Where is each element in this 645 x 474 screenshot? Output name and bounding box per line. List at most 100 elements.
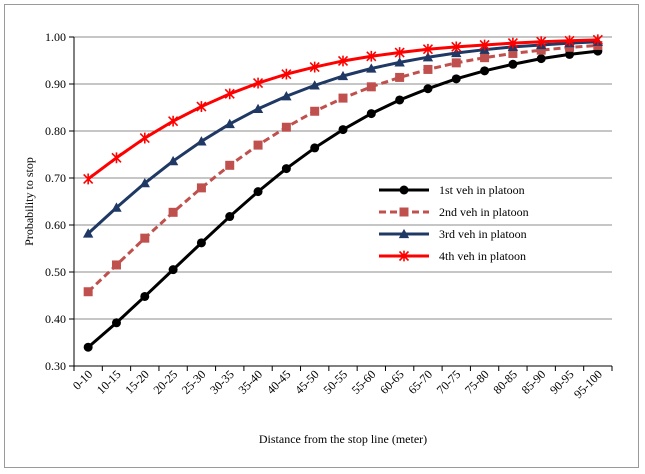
legend-item: 1st veh in platoon	[379, 183, 525, 197]
series-4	[83, 34, 603, 185]
x-tick-label: 15-20	[122, 367, 152, 397]
x-tick-label: 75-80	[462, 367, 492, 397]
data-point	[196, 101, 207, 112]
x-tick-label: 70-75	[434, 367, 464, 397]
legend-label: 1st veh in platoon	[439, 183, 525, 197]
data-point	[196, 183, 206, 193]
y-tick-labels: 0.30 0.40 0.50 0.60 0.70 0.80 0.90 1.00	[45, 30, 66, 373]
y-tick-label: 0.90	[45, 77, 66, 91]
grid-lines	[69, 36, 613, 371]
data-point	[224, 88, 235, 100]
data-point	[399, 207, 409, 217]
y-tick-label: 1.00	[45, 30, 66, 44]
data-point	[395, 72, 405, 82]
data-point	[224, 118, 235, 129]
data-point	[309, 61, 320, 73]
data-point	[394, 47, 405, 58]
series-group	[82, 34, 604, 352]
data-point	[252, 77, 264, 89]
data-point	[83, 173, 94, 185]
data-point	[310, 143, 320, 153]
data-point	[111, 152, 122, 164]
legend-item: 4th veh in platoon	[379, 249, 526, 263]
x-tick-label: 65-70	[405, 367, 435, 397]
series-1	[83, 46, 603, 352]
data-point	[225, 160, 235, 170]
y-tick-label: 0.30	[45, 359, 66, 373]
y-tick-label: 0.70	[45, 171, 66, 185]
data-point	[366, 82, 376, 92]
data-point	[252, 103, 264, 114]
x-tick-label: 60-65	[377, 367, 407, 397]
data-point	[480, 53, 490, 63]
legend-label: 4th veh in platoon	[439, 249, 526, 263]
data-point	[451, 41, 462, 53]
data-point	[168, 207, 178, 217]
legend-item: 2nd veh in platoon	[379, 205, 529, 219]
data-point	[366, 50, 377, 62]
data-point	[111, 318, 121, 328]
data-point	[423, 64, 433, 74]
data-point	[338, 93, 348, 103]
legend-label: 3rd veh in platoon	[439, 227, 527, 241]
data-point	[281, 122, 291, 132]
x-tick-label: 35-40	[235, 367, 265, 397]
data-point	[281, 91, 292, 101]
data-point	[139, 177, 150, 188]
data-point	[83, 342, 93, 352]
data-point	[394, 57, 405, 67]
data-point	[565, 49, 575, 59]
data-point	[422, 43, 434, 55]
x-tick-label: 80-85	[490, 367, 520, 397]
data-point	[398, 250, 410, 262]
data-point	[309, 80, 320, 90]
data-point	[196, 238, 206, 248]
data-point	[395, 95, 405, 105]
x-tick-labels: 0-1010-1515-2020-2525-3030-3535-4040-454…	[70, 367, 605, 401]
data-point	[479, 39, 490, 51]
x-tick-label: 95-100	[571, 367, 605, 401]
data-point	[366, 109, 376, 119]
x-tick-label: 40-45	[264, 367, 294, 397]
data-point	[253, 140, 263, 150]
data-point	[338, 125, 348, 135]
chart-frame: 0.30 0.40 0.50 0.60 0.70 0.80 0.90 1.00 0-10 10-…	[4, 4, 639, 468]
data-point	[337, 55, 349, 67]
y-tick-label: 0.80	[45, 124, 66, 138]
data-point	[451, 47, 462, 58]
data-point	[398, 228, 410, 239]
legend-item: 3rd veh in platoon	[379, 227, 527, 241]
y-tick-label: 0.60	[45, 218, 66, 232]
data-point	[480, 66, 490, 76]
data-point	[253, 187, 263, 197]
data-point	[140, 233, 150, 243]
y-axis-title: Probability to stop	[22, 157, 36, 246]
data-point	[281, 68, 292, 80]
data-point	[281, 164, 291, 174]
y-tick-label: 0.50	[45, 265, 66, 279]
x-axis-title: Distance from the stop line (meter)	[259, 432, 427, 446]
data-point	[422, 52, 434, 62]
x-tick-label: 30-35	[207, 367, 237, 397]
data-point	[83, 287, 93, 297]
data-point	[507, 37, 518, 49]
data-point	[508, 48, 518, 58]
data-point	[168, 265, 178, 275]
data-point	[111, 202, 122, 212]
x-tick-label: 85-90	[519, 367, 549, 397]
x-tick-label: 0-10	[70, 367, 95, 392]
data-point	[423, 84, 433, 94]
data-point	[139, 132, 150, 144]
data-point	[310, 106, 320, 116]
axes	[73, 37, 612, 367]
x-tick-label: 10-15	[94, 367, 124, 397]
data-point	[508, 59, 518, 69]
data-point	[167, 155, 179, 166]
data-point	[366, 63, 377, 73]
data-point	[196, 136, 207, 146]
data-point	[225, 212, 235, 222]
x-tick-label: 50-55	[320, 367, 350, 397]
data-point	[337, 70, 349, 81]
data-point	[536, 54, 546, 64]
data-point	[451, 74, 461, 84]
